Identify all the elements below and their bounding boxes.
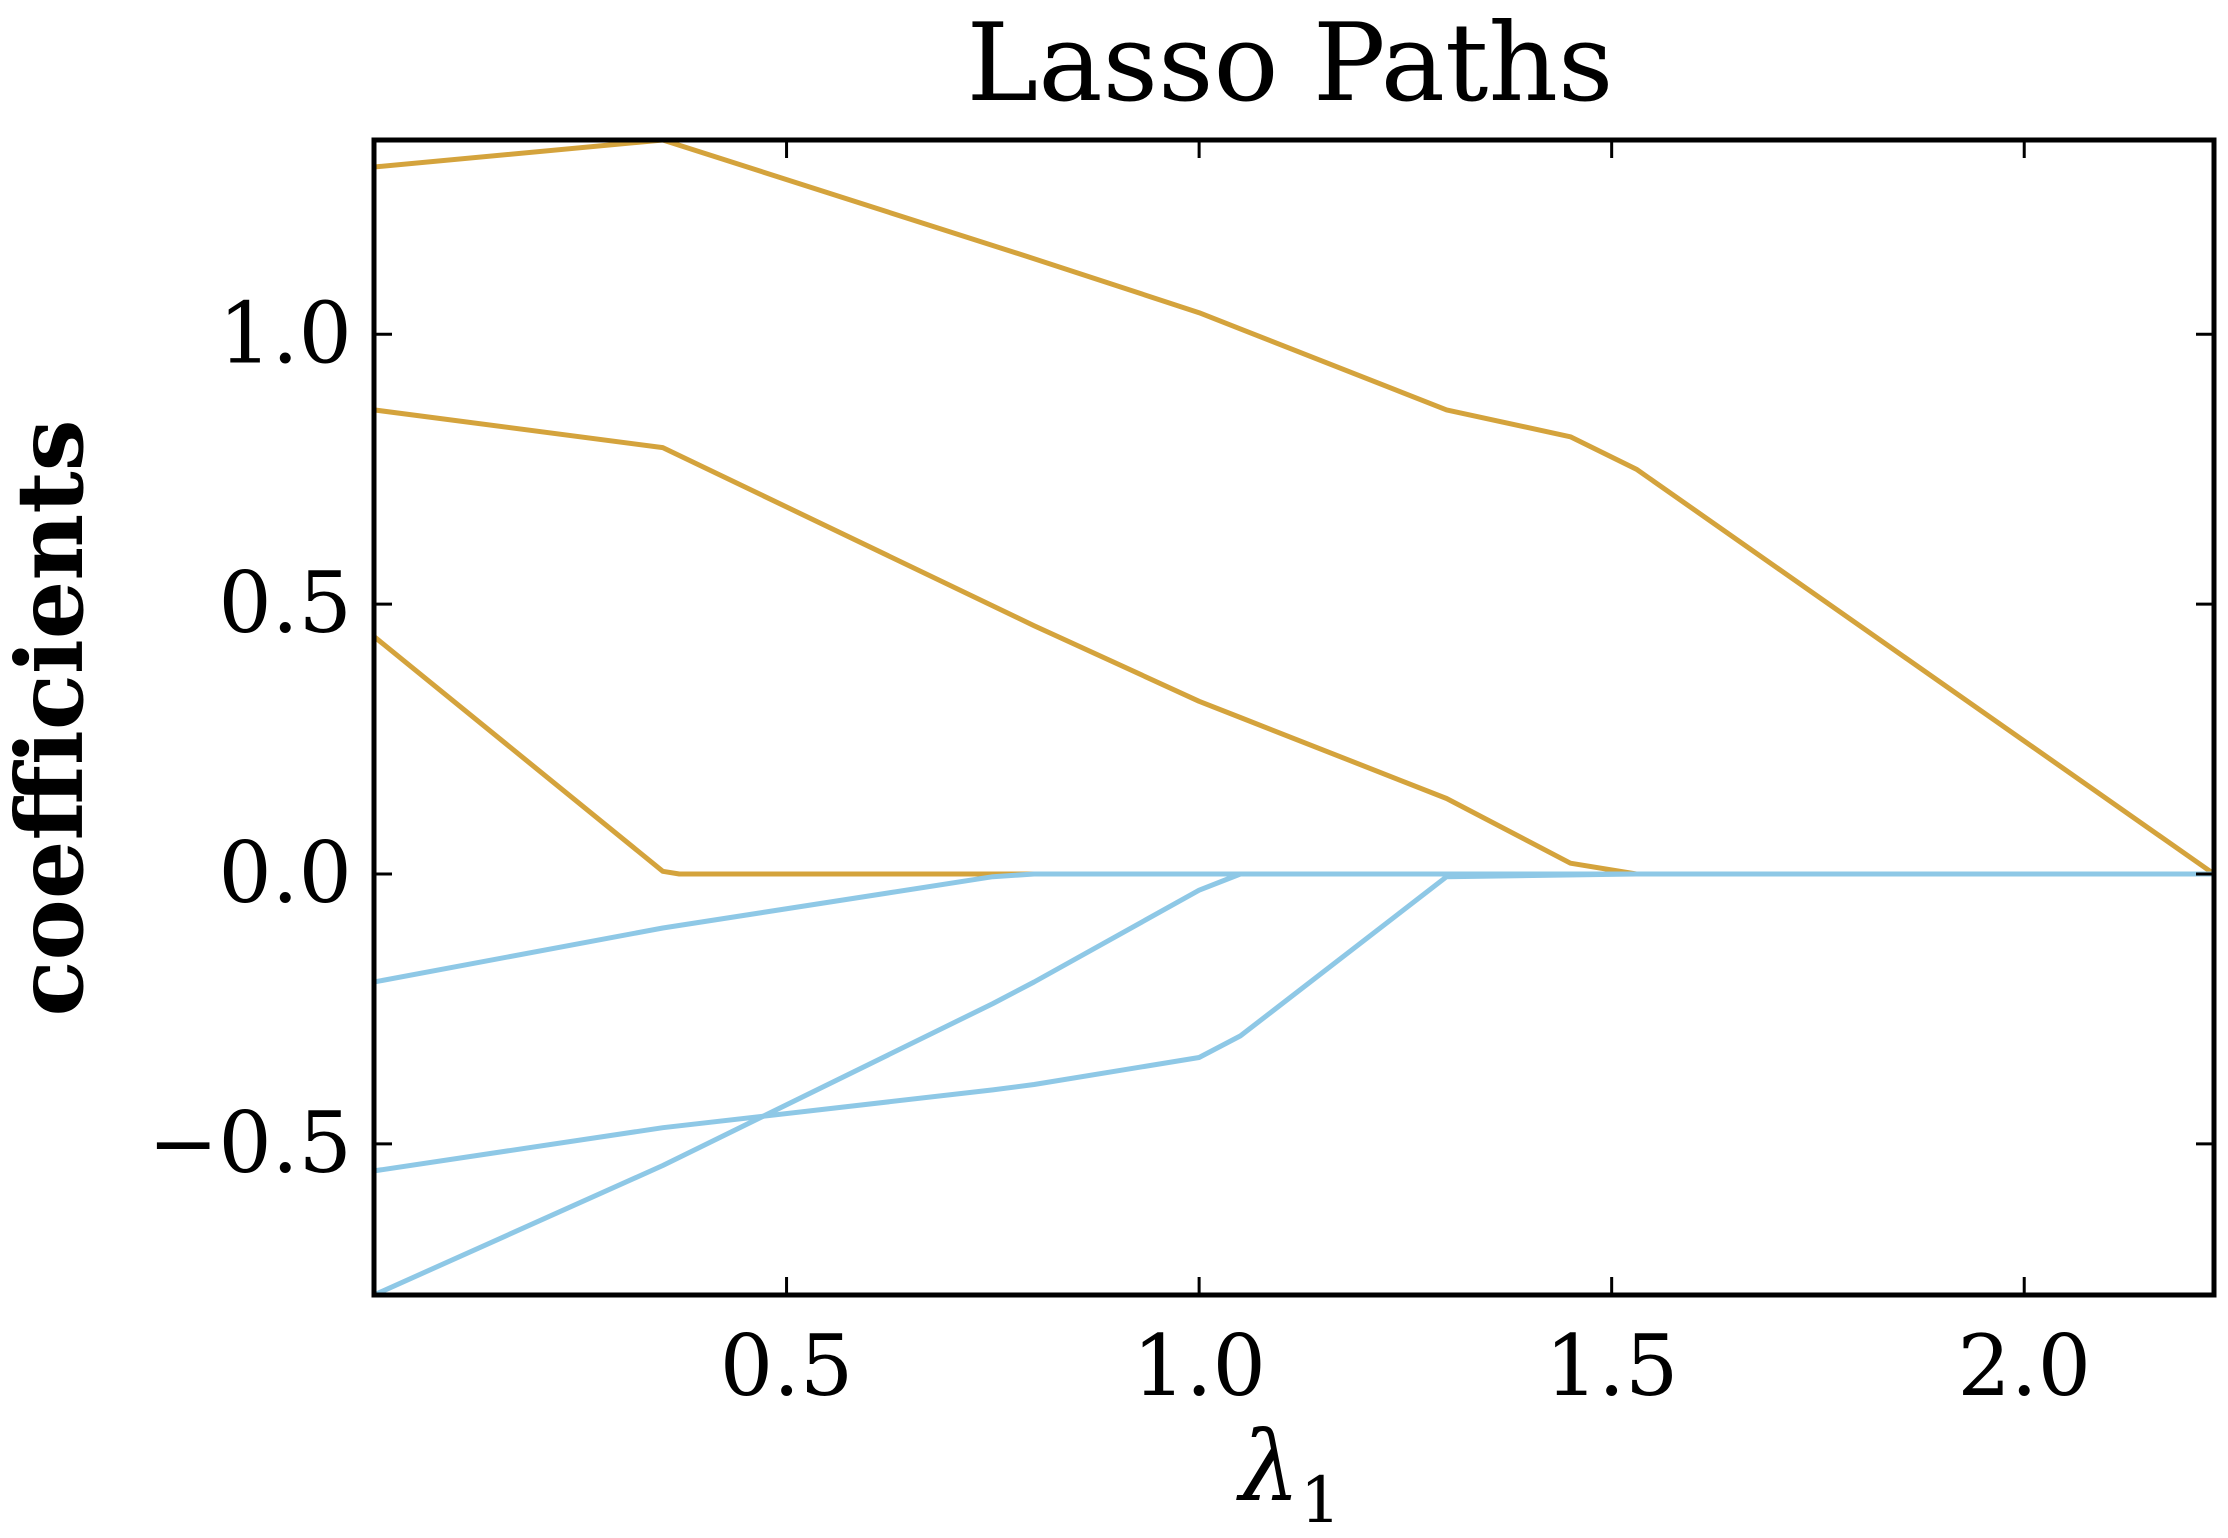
series-line-6 <box>372 871 2214 1298</box>
chart-title: Lasso Paths <box>967 1 1614 126</box>
series-line-3 <box>372 634 2214 877</box>
y-tick-label-3: 0.5 <box>218 554 352 652</box>
x-tick-label-1: 0.5 <box>720 1317 854 1415</box>
y-tick-label-2: 0.0 <box>218 824 352 922</box>
series-line-2 <box>373 407 2214 877</box>
x-tick-label-2: 1.0 <box>1132 1317 1266 1415</box>
y-tick-label-4: 1.0 <box>218 284 352 382</box>
x-tick-label-3: 1.5 <box>1545 1317 1679 1415</box>
plot-frame <box>371 137 2217 1298</box>
series-layer <box>372 137 2216 1298</box>
y-axis-label: coefficients <box>0 419 104 1016</box>
series-line-4 <box>373 871 2214 985</box>
series-line-5 <box>373 871 2214 1174</box>
x-axis-label-subscript: 1 <box>1300 1464 1341 1538</box>
x-axis-label: λ1 <box>1235 1411 1341 1538</box>
x-axis-label-symbol: λ <box>1235 1411 1300 1523</box>
tick-layer: 0.5 1.0 1.5 2.0 −0.5 0.0 0.5 1.0 <box>148 140 2214 1415</box>
x-tick-label-4: 2.0 <box>1957 1317 2091 1415</box>
series-line-1 <box>373 137 2216 877</box>
y-tick-label-1: −0.5 <box>148 1094 352 1192</box>
